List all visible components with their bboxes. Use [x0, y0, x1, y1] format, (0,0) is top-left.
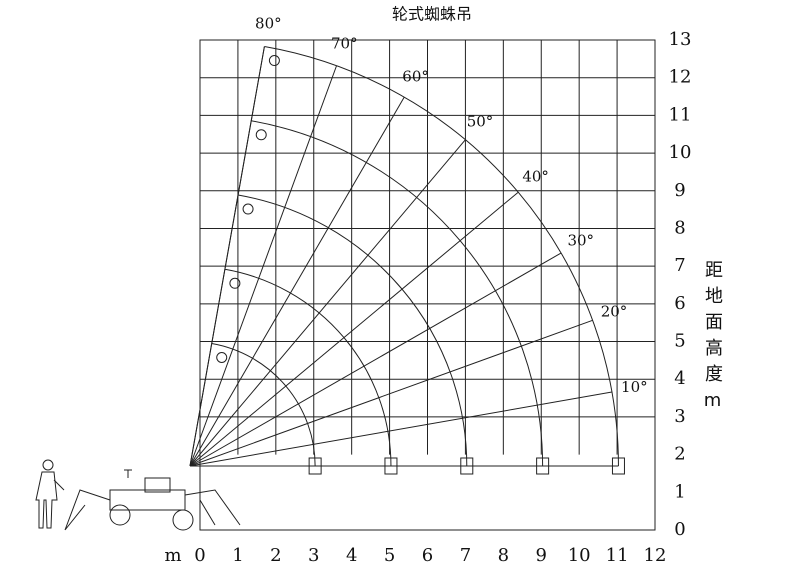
x-tick-label: 6 — [422, 545, 433, 566]
hook — [229, 277, 241, 289]
hook — [216, 352, 228, 364]
y-tick-label: 5 — [674, 331, 685, 352]
angle-label: 40° — [522, 168, 549, 186]
y-tick-label: 0 — [674, 519, 685, 540]
angle-line — [189, 319, 593, 467]
y-tick-label: 12 — [669, 67, 692, 88]
hook — [268, 55, 280, 67]
y-tick-label: 4 — [674, 368, 685, 389]
y-tick-label: 7 — [674, 255, 685, 276]
angle-label: 80° — [255, 14, 282, 32]
x-tick-label: 4 — [346, 545, 357, 566]
x-tick-label: 9 — [536, 545, 547, 566]
title: 轮式蜘蛛吊 — [392, 5, 472, 24]
angle-line — [189, 96, 405, 467]
x-tick-label: 2 — [270, 545, 281, 566]
y-tick-label: 9 — [674, 180, 685, 201]
x-tick-label: 5 — [384, 545, 395, 566]
angle-label: 30° — [567, 232, 594, 250]
angle-label: 20° — [601, 303, 628, 321]
x-tick-label: 12 — [644, 545, 667, 566]
x-tick-label: 10 — [568, 545, 591, 566]
x-unit: m — [164, 545, 181, 566]
y-tick-label: 10 — [669, 142, 692, 163]
y-tick-label: 8 — [674, 217, 685, 238]
angle-label: 50° — [467, 112, 494, 130]
hook — [255, 129, 267, 141]
y-tick-label: 1 — [674, 481, 685, 502]
x-tick-label: 3 — [308, 545, 319, 566]
hook — [242, 203, 254, 215]
crane-vehicle — [64, 469, 241, 531]
angle-label: 60° — [402, 68, 429, 86]
angle-line — [189, 65, 338, 467]
x-tick-label: 8 — [498, 545, 509, 566]
operator-figure — [35, 459, 65, 529]
angle-label: 10° — [621, 378, 648, 396]
x-tick-label: 0 — [194, 545, 205, 566]
y-tick-label: 3 — [674, 406, 685, 427]
x-tick-label: 11 — [606, 545, 629, 566]
angle-line — [189, 252, 562, 467]
x-tick-label: 1 — [232, 545, 243, 566]
angle-line — [189, 46, 265, 467]
y-tick-label: 2 — [674, 444, 685, 465]
y-tick-label: 6 — [674, 293, 685, 314]
angle-line — [189, 391, 613, 467]
angle-line — [189, 139, 466, 467]
angle-label: 70° — [331, 35, 358, 53]
angle-line — [189, 191, 519, 467]
y-axis-title: 距地面高度m — [702, 260, 723, 419]
y-tick-label: 11 — [669, 104, 692, 125]
x-tick-label: 7 — [460, 545, 471, 566]
y-tick-label: 13 — [669, 29, 692, 50]
